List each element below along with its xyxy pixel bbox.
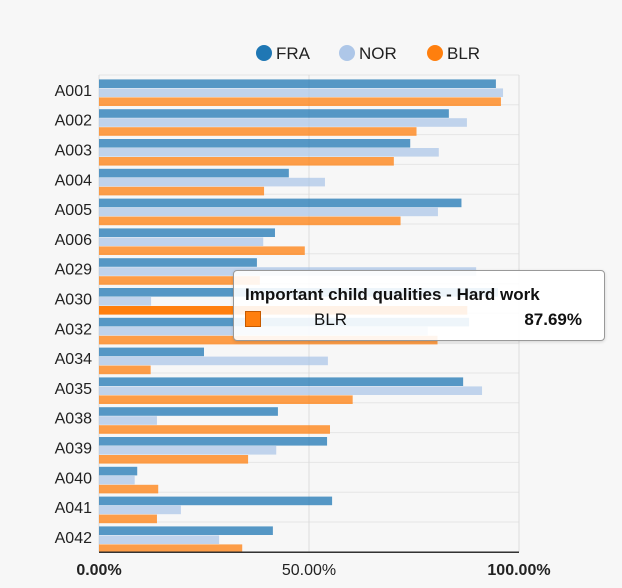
legend-label-fra: FRA xyxy=(276,44,311,63)
bar-nor-a003 xyxy=(99,148,439,157)
bar-fra-a042 xyxy=(99,526,273,535)
category-label: A032 xyxy=(55,321,92,338)
legend-marker-fra xyxy=(256,45,272,61)
bar-blr-a041 xyxy=(99,514,157,524)
legend-marker-blr xyxy=(427,45,443,61)
category-label: A039 xyxy=(55,441,92,458)
bar-blr-a040 xyxy=(99,484,159,494)
bar-fra-a005 xyxy=(99,198,462,208)
bar-nor-a030 xyxy=(99,297,152,306)
bar-nor-a006 xyxy=(99,237,264,246)
bar-blr-a006 xyxy=(99,246,305,255)
bar-fra-a002 xyxy=(99,109,449,118)
bar-fra-a029 xyxy=(99,258,257,267)
category-label: A029 xyxy=(55,262,92,279)
bar-blr-a035 xyxy=(99,395,353,404)
category-label: A040 xyxy=(55,470,92,487)
bar-nor-a034 xyxy=(99,356,328,366)
bar-fra-a006 xyxy=(99,228,275,237)
bar-fra-a035 xyxy=(99,377,464,386)
bar-blr-a029 xyxy=(99,276,260,285)
bar-fra-a038 xyxy=(99,407,278,416)
bar-nor-a039 xyxy=(99,446,277,455)
tooltip: Important child qualities - Hard work BL… xyxy=(233,270,605,341)
bar-nor-a038 xyxy=(99,416,157,425)
bar-nor-a002 xyxy=(99,118,467,127)
category-label: A006 xyxy=(55,232,92,249)
category-label: A042 xyxy=(55,530,92,547)
bar-nor-a005 xyxy=(99,207,438,217)
bar-nor-a001 xyxy=(99,88,504,97)
bar-fra-a003 xyxy=(99,139,411,148)
category-label: A002 xyxy=(55,113,92,130)
tooltip-title: Important child qualities - Hard work xyxy=(245,285,540,304)
bar-nor-a042 xyxy=(99,535,220,544)
bar-blr-a005 xyxy=(99,216,401,226)
tooltip-series-name: BLR xyxy=(314,310,348,329)
bar-fra-a034 xyxy=(99,347,204,357)
legend-label-blr: BLR xyxy=(447,44,480,63)
bar-blr-a004 xyxy=(99,186,265,196)
bar-nor-a004 xyxy=(99,177,325,187)
category-label: A005 xyxy=(55,202,92,219)
bar-fra-a039 xyxy=(99,437,328,446)
bar-blr-a001 xyxy=(99,97,501,106)
legend-marker-nor xyxy=(339,45,355,61)
tooltip-swatch xyxy=(245,311,261,327)
bar-blr-a003 xyxy=(99,157,394,166)
legend-label-nor: NOR xyxy=(359,44,397,63)
bar-nor-a040 xyxy=(99,475,135,485)
category-label: A038 xyxy=(55,411,92,428)
category-label: A004 xyxy=(55,172,92,189)
bar-nor-a035 xyxy=(99,386,483,395)
category-label: A041 xyxy=(55,500,92,517)
category-label: A003 xyxy=(55,143,92,160)
x-tick-label: 0.00% xyxy=(76,562,121,579)
bar-fra-a001 xyxy=(99,79,496,88)
category-label: A030 xyxy=(55,292,92,309)
category-label: A034 xyxy=(55,351,92,368)
category-label: A001 xyxy=(55,83,92,100)
bar-blr-a034 xyxy=(99,365,151,375)
category-label: A035 xyxy=(55,381,92,398)
bar-fra-a040 xyxy=(99,466,138,476)
bar-blr-a042 xyxy=(99,544,243,553)
bar-fra-a041 xyxy=(99,496,333,506)
bar-fra-a004 xyxy=(99,168,289,178)
bar-blr-a002 xyxy=(99,127,417,136)
tooltip-value: 87.69% xyxy=(524,310,582,329)
bar-nor-a041 xyxy=(99,505,181,515)
x-tick-label: 50.00% xyxy=(282,562,336,579)
x-tick-label: 100.00% xyxy=(487,562,550,579)
bar-blr-a039 xyxy=(99,455,249,464)
bar-blr-a038 xyxy=(99,425,330,434)
